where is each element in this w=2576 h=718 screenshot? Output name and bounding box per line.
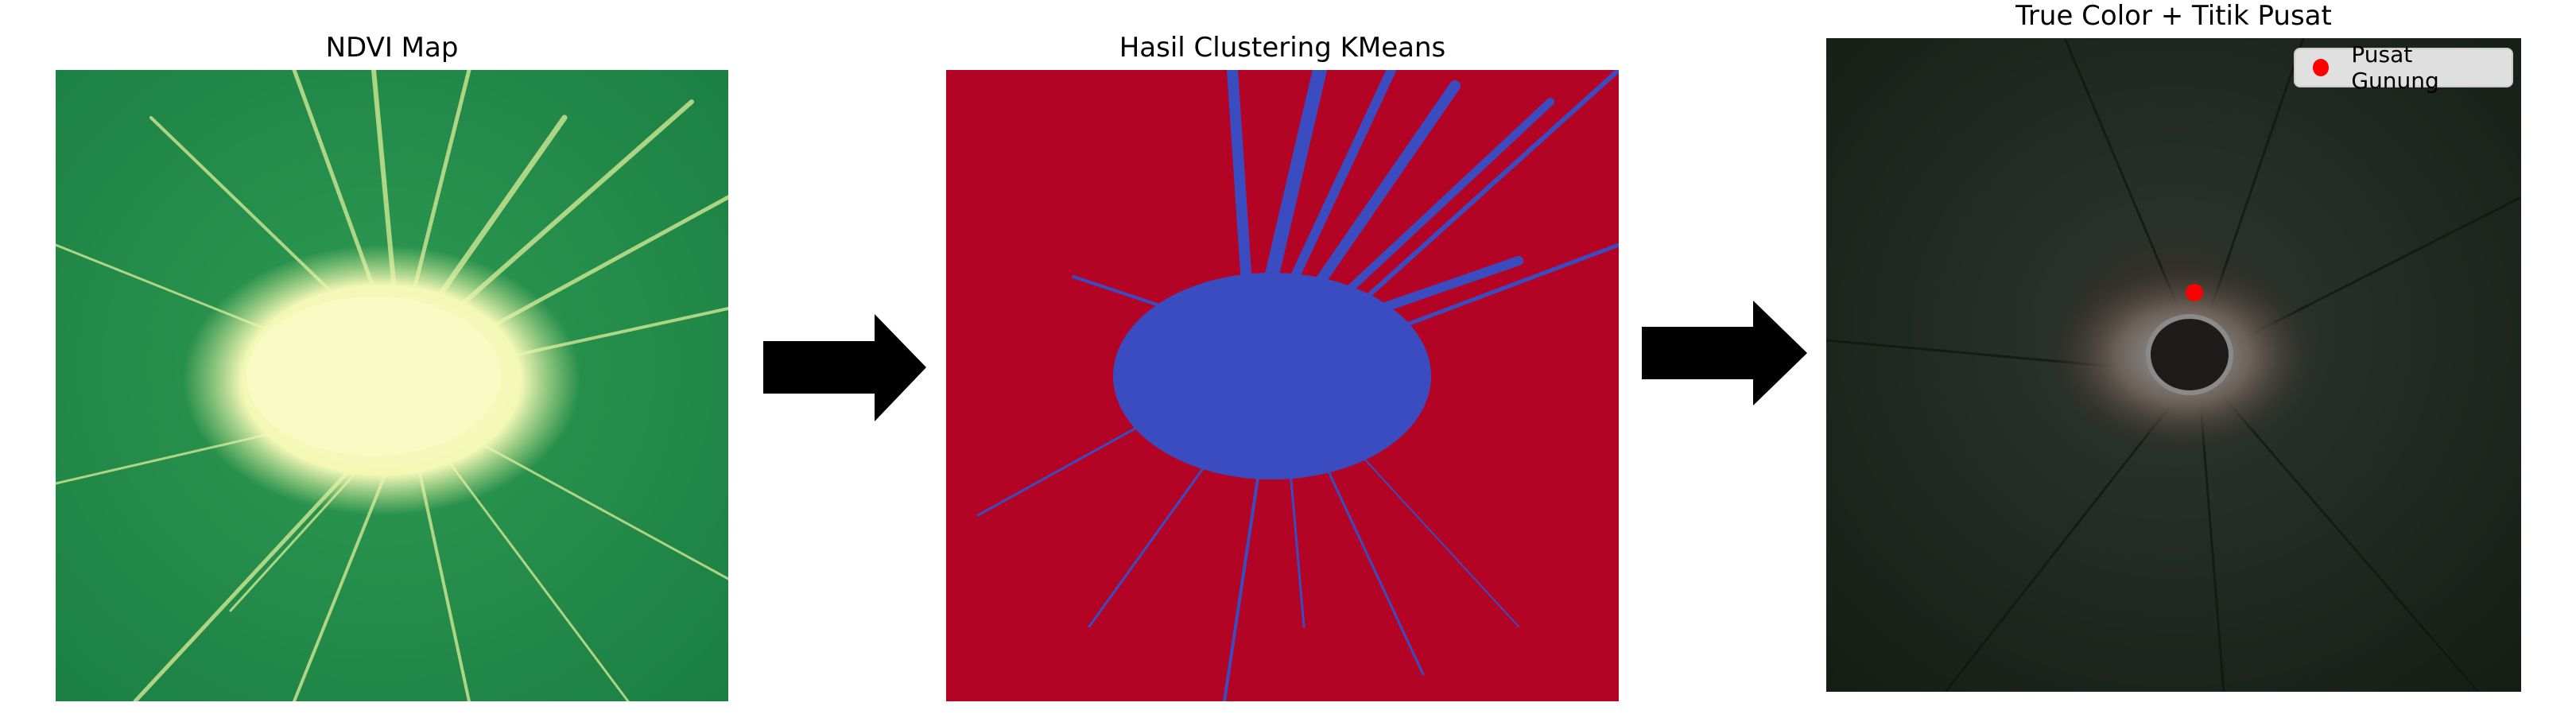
- ndvi-map-title: NDVI Map: [325, 32, 459, 64]
- cluster-core: [1113, 273, 1431, 479]
- truecolor-image: [1826, 38, 2521, 692]
- kmeans-image: [946, 70, 1619, 701]
- arrow-right-2: [1642, 301, 1807, 406]
- kmeans-title: Hasil Clustering KMeans: [1119, 32, 1446, 64]
- legend-label: Pusat Gunung: [2351, 41, 2439, 94]
- crater: [2146, 314, 2233, 395]
- pusat-gunung-marker: [2186, 284, 2203, 301]
- cluster-streaks: [976, 70, 1619, 701]
- legend: Pusat Gunung: [2294, 41, 2513, 94]
- arrow-right-1: [763, 314, 926, 421]
- ndvi-map-image: [56, 70, 728, 701]
- legend-marker-icon: [2313, 59, 2330, 76]
- truecolor-title: True Color + Titik Pusat: [2015, 0, 2332, 32]
